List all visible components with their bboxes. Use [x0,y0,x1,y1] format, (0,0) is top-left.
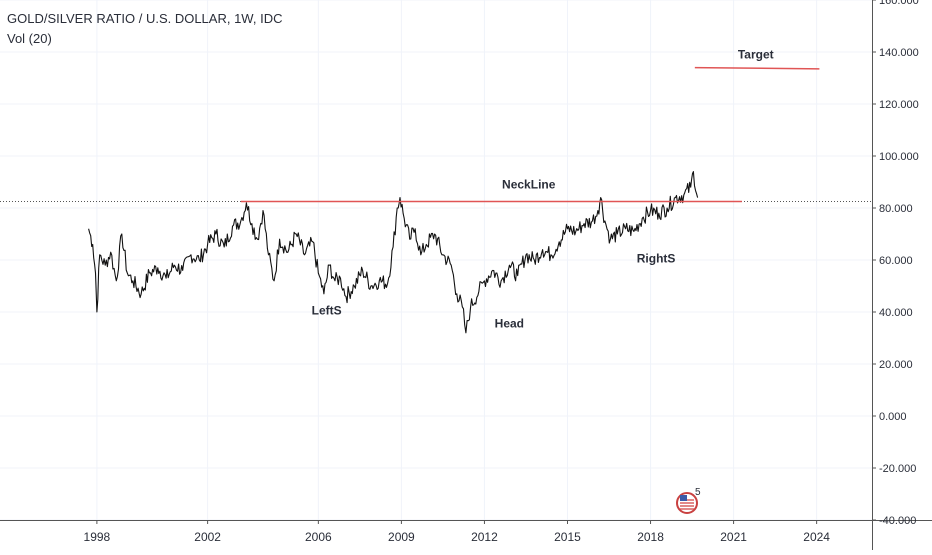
y-tick-label: 100.000 [879,151,919,163]
y-tick-label: 0.000 [879,411,907,423]
rights-label: RightS [637,252,676,266]
price-series-line [88,171,699,334]
lefts-label: LeftS [312,304,342,318]
target-line [694,66,820,70]
x-tick-label: 2012 [471,530,498,544]
y-tick-label: -40.000 [879,515,916,527]
y-tick-label: 20.000 [879,359,913,371]
x-tick-label: 1998 [84,530,111,544]
x-tick-label: 2015 [554,530,581,544]
neckline-label: NeckLine [502,178,556,192]
y-tick-label: 80.000 [879,203,913,215]
x-tick-label: 2021 [720,530,747,544]
x-tick-label: 2009 [388,530,415,544]
y-tick-label: 60.000 [879,255,913,267]
y-tick-label: 160.000 [879,0,919,7]
y-tick-label: -20.000 [879,463,916,475]
x-tick-label: 2002 [194,530,221,544]
y-tick-label: 40.000 [879,307,913,319]
chart-title: GOLD/SILVER RATIO / U.S. DOLLAR, 1W, IDC [7,11,283,26]
y-tick-label: 120.000 [879,99,919,111]
x-tick-label: 2006 [305,530,332,544]
x-tick-label: 2024 [803,530,830,544]
volume-indicator-label[interactable]: Vol (20) [7,31,52,46]
us-flag-badge-icon[interactable]: 5 [676,487,701,514]
target-label: Target [738,48,774,62]
head-label: Head [495,317,524,331]
x-tick-label: 2018 [637,530,664,544]
badge-count: 5 [695,487,701,498]
badge-canton [680,495,687,501]
y-tick-label: 140.000 [879,47,919,59]
